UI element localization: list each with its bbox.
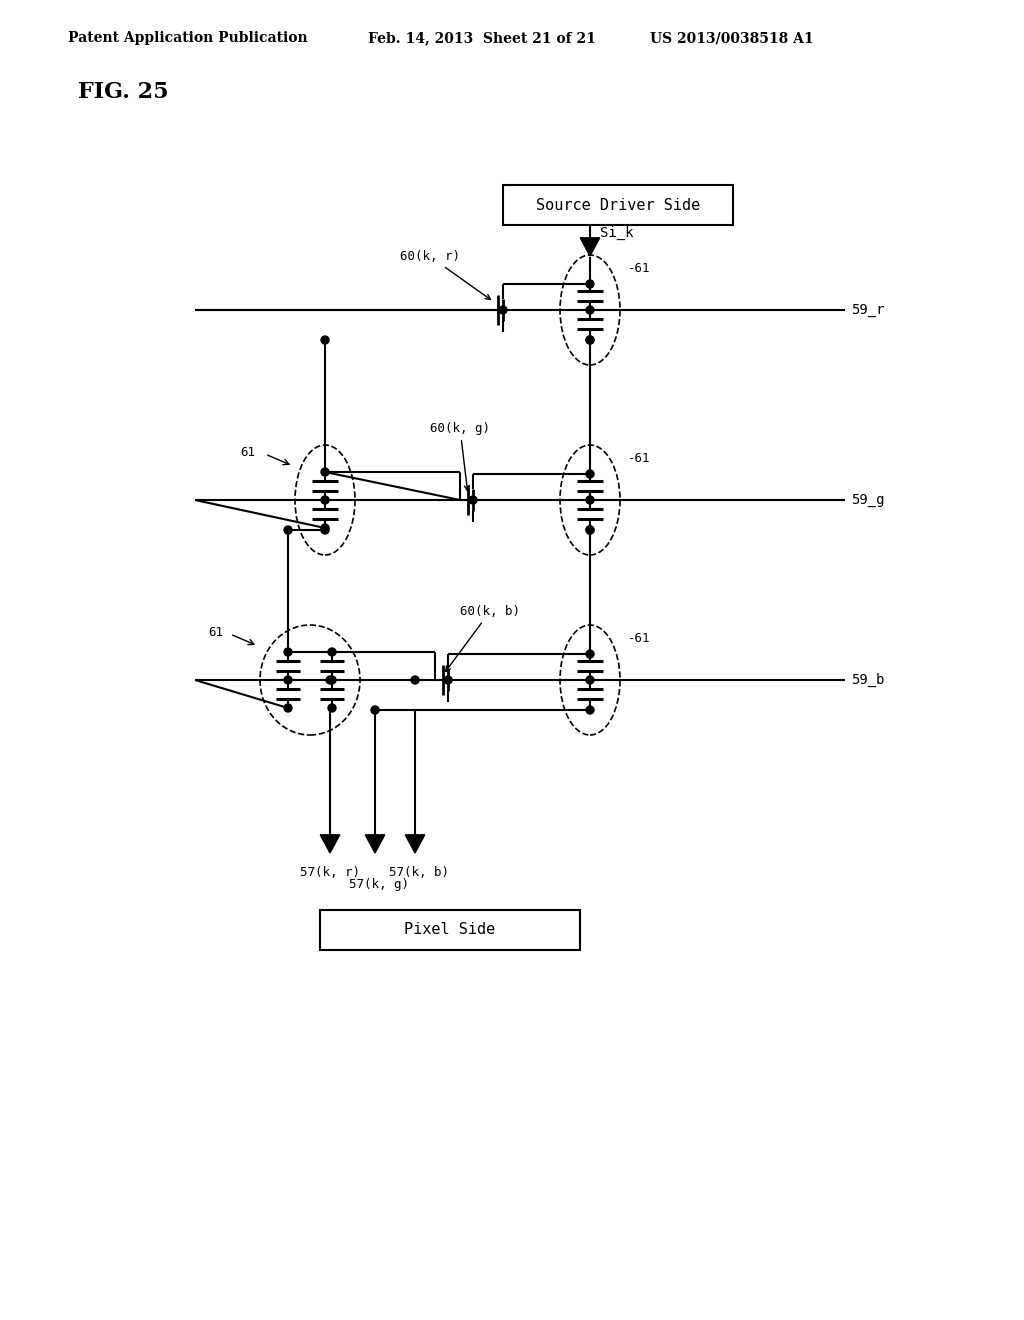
Circle shape <box>284 525 292 535</box>
Text: -61: -61 <box>628 261 650 275</box>
Text: 57(k, r): 57(k, r) <box>300 866 360 879</box>
Circle shape <box>586 496 594 504</box>
Circle shape <box>328 648 336 656</box>
Circle shape <box>284 676 292 684</box>
Circle shape <box>469 496 477 504</box>
Circle shape <box>326 676 334 684</box>
Circle shape <box>371 706 379 714</box>
Circle shape <box>586 280 594 288</box>
Text: 60(k, r): 60(k, r) <box>400 249 490 300</box>
Circle shape <box>321 525 329 535</box>
Text: US 2013/0038518 A1: US 2013/0038518 A1 <box>650 30 814 45</box>
Circle shape <box>284 704 292 711</box>
Text: Feb. 14, 2013  Sheet 21 of 21: Feb. 14, 2013 Sheet 21 of 21 <box>368 30 596 45</box>
Text: 57(k, g): 57(k, g) <box>349 878 409 891</box>
Circle shape <box>586 706 594 714</box>
Polygon shape <box>321 834 340 853</box>
Text: Pixel Side: Pixel Side <box>404 923 496 937</box>
Text: 59_g: 59_g <box>851 492 885 507</box>
Circle shape <box>321 496 329 504</box>
Polygon shape <box>406 834 425 853</box>
Circle shape <box>321 337 329 345</box>
Text: 61: 61 <box>208 626 223 639</box>
Circle shape <box>586 470 594 478</box>
Circle shape <box>586 306 594 314</box>
Text: 61: 61 <box>240 446 255 458</box>
Text: 60(k, g): 60(k, g) <box>430 422 490 491</box>
Circle shape <box>586 337 594 345</box>
Circle shape <box>411 676 419 684</box>
Circle shape <box>328 676 336 684</box>
Circle shape <box>586 649 594 657</box>
Circle shape <box>499 306 507 314</box>
Circle shape <box>321 524 329 532</box>
Text: 57(k, b): 57(k, b) <box>389 866 449 879</box>
Polygon shape <box>366 834 385 853</box>
Circle shape <box>586 676 594 684</box>
Circle shape <box>586 525 594 535</box>
Circle shape <box>328 704 336 711</box>
Text: Si_k: Si_k <box>600 226 634 240</box>
Circle shape <box>586 337 594 345</box>
Text: -61: -61 <box>628 451 650 465</box>
Text: Source Driver Side: Source Driver Side <box>536 198 700 213</box>
Text: -61: -61 <box>628 631 650 644</box>
Text: FIG. 25: FIG. 25 <box>78 81 169 103</box>
Text: 60(k, b): 60(k, b) <box>445 605 520 672</box>
Text: Patent Application Publication: Patent Application Publication <box>68 30 307 45</box>
Circle shape <box>586 525 594 535</box>
Circle shape <box>321 469 329 477</box>
Bar <box>503 185 733 224</box>
Text: 59_r: 59_r <box>851 304 885 317</box>
Circle shape <box>284 648 292 656</box>
Circle shape <box>444 676 452 684</box>
Bar <box>319 909 580 950</box>
Text: 59_b: 59_b <box>851 673 885 688</box>
Polygon shape <box>581 238 600 256</box>
